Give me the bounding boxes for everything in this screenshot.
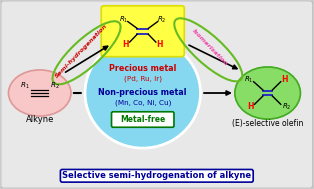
- Text: Isomerisation: Isomerisation: [191, 29, 229, 67]
- Circle shape: [85, 38, 201, 148]
- Text: H: H: [122, 40, 129, 49]
- Text: Selective semi-hydrogenation of alkyne: Selective semi-hydrogenation of alkyne: [62, 171, 252, 180]
- Text: $R_1$: $R_1$: [20, 81, 30, 91]
- Text: $R_2$: $R_2$: [157, 14, 167, 25]
- Text: H: H: [282, 75, 288, 84]
- Text: Precious metal: Precious metal: [109, 64, 176, 73]
- Text: $R_2$: $R_2$: [50, 81, 59, 91]
- Text: Semi-hydrogenation: Semi-hydrogenation: [55, 23, 109, 79]
- Text: (Pd, Ru, Ir): (Pd, Ru, Ir): [124, 76, 162, 82]
- Text: Non-precious metal: Non-precious metal: [99, 88, 187, 97]
- Text: Metal-free: Metal-free: [120, 115, 165, 124]
- Text: (E)-selective olefin: (E)-selective olefin: [232, 119, 303, 128]
- Text: $R_2$: $R_2$: [282, 101, 291, 112]
- FancyBboxPatch shape: [111, 112, 174, 127]
- Text: H: H: [247, 102, 254, 111]
- Text: H: H: [157, 40, 163, 49]
- Text: $R_1$: $R_1$: [119, 14, 128, 25]
- FancyBboxPatch shape: [101, 6, 184, 57]
- Text: $R_1$: $R_1$: [244, 74, 254, 85]
- Text: (Mn, Co, Ni, Cu): (Mn, Co, Ni, Cu): [115, 100, 171, 106]
- Ellipse shape: [235, 67, 300, 119]
- Ellipse shape: [8, 70, 71, 116]
- Text: Alkyne: Alkyne: [25, 115, 54, 124]
